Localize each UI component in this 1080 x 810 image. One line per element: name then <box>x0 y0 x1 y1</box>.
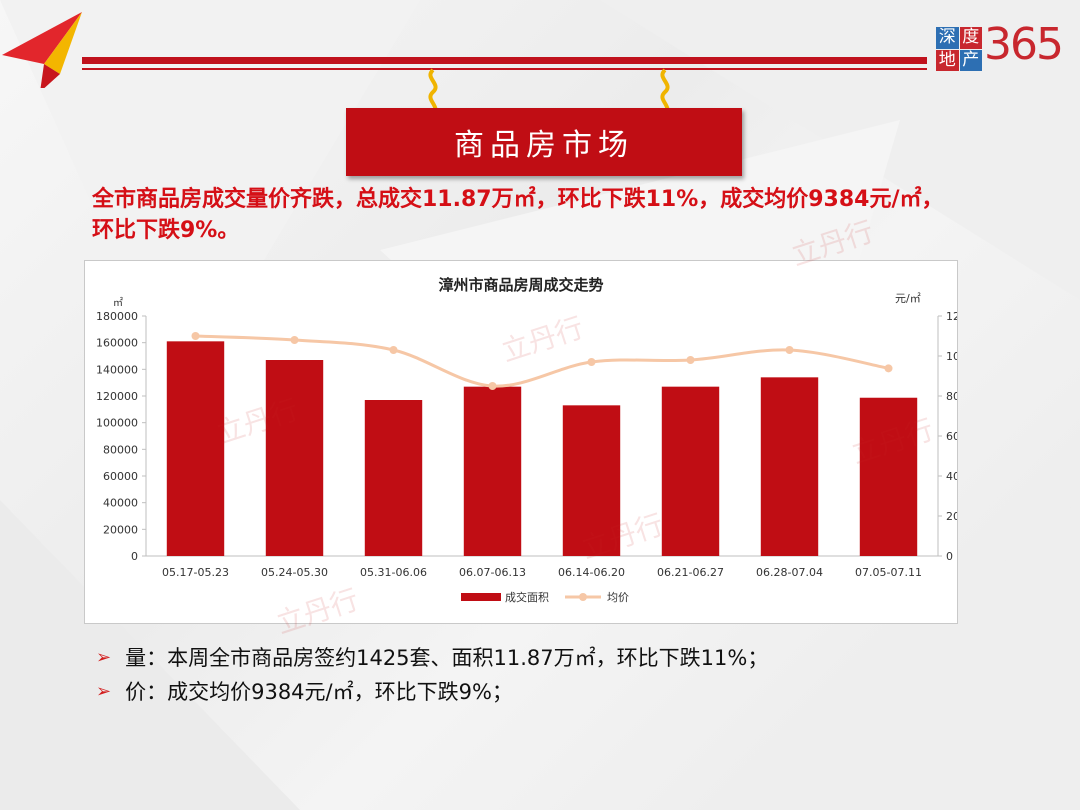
x-tick-label: 05.31-06.06 <box>360 566 427 579</box>
bullet-text: 价：成交均价9384元/㎡，环比下跌9%； <box>125 680 513 704</box>
avg-price-line <box>195 334 889 388</box>
brand-logo: 深 度 地 产 365 <box>936 19 1076 75</box>
headline: 全市商品房成交量价齐跌，总成交11.87万㎡，环比下跌11%，成交均价9384元… <box>92 187 944 243</box>
y-left-tick-label: 20000 <box>103 523 138 536</box>
logo-char: 深 <box>936 27 959 49</box>
bar <box>661 386 720 556</box>
bar <box>562 405 621 556</box>
y-right-unit: 元/㎡ <box>895 292 921 305</box>
paper-plane-icon <box>2 12 82 88</box>
arrow-bullet-icon: ➢ <box>96 646 112 668</box>
logo-char: 地 <box>936 49 959 71</box>
avg-price-point <box>587 358 596 366</box>
y-left-tick-label: 80000 <box>103 443 138 456</box>
y-right-tick-label: 4000 <box>946 470 957 483</box>
section-title: 商品房市场 <box>454 128 634 163</box>
y-left-tick-label: 0 <box>131 550 138 563</box>
bullet-list: ➢ 量：本周全市商品房签约1425套、面积11.87万㎡，环比下跌11%； ➢ … <box>96 640 768 708</box>
avg-price-point <box>290 336 299 344</box>
bar <box>166 341 225 556</box>
arrow-bullet-icon: ➢ <box>96 680 112 702</box>
bar <box>364 400 423 556</box>
bar <box>859 397 918 556</box>
avg-price-point <box>686 356 695 364</box>
x-tick-label: 06.28-07.04 <box>756 566 823 579</box>
y-right-tick-label: 0 <box>946 550 953 563</box>
legend-label: 均价 <box>607 591 629 604</box>
y-left-tick-label: 160000 <box>96 337 138 350</box>
logo-char: 度 <box>959 27 982 49</box>
bar <box>265 360 324 556</box>
avg-price-point <box>488 382 497 390</box>
x-tick-label: 06.07-06.13 <box>459 566 526 579</box>
x-tick-label: 06.14-06.20 <box>558 566 625 579</box>
legend-label: 成交面积 <box>505 590 549 604</box>
avg-price-point <box>884 364 893 373</box>
bullet-volume: ➢ 量：本周全市商品房签约1425套、面积11.87万㎡，环比下跌11%； <box>96 640 768 674</box>
x-tick-label: 05.24-05.30 <box>261 566 328 579</box>
x-tick-label: 05.17-05.23 <box>162 566 229 579</box>
y-right-tick-label: 2000 <box>946 510 957 523</box>
logo-char: 产 <box>959 49 982 71</box>
y-right-tick-label: 12000 <box>946 310 957 323</box>
section-title-banner: 商品房市场 <box>346 108 742 176</box>
y-left-tick-label: 60000 <box>103 470 138 483</box>
header-rule-thin <box>82 68 927 70</box>
y-left-unit: ㎡ <box>113 297 123 309</box>
legend-swatch-point <box>579 593 587 601</box>
bar <box>760 377 819 556</box>
bullet-text: 量：本周全市商品房签约1425套、面积11.87万㎡，环比下跌11%； <box>125 646 769 670</box>
avg-price-point <box>785 346 794 354</box>
x-tick-label: 06.21-06.27 <box>657 566 724 579</box>
y-right-tick-label: 10000 <box>946 350 957 363</box>
y-left-tick-label: 100000 <box>96 417 138 430</box>
y-right-tick-label: 8000 <box>946 390 957 403</box>
avg-price-point <box>389 346 398 354</box>
x-tick-label: 07.05-07.11 <box>855 566 922 579</box>
legend-swatch-bar <box>461 593 501 601</box>
logo-number: 365 <box>984 19 1064 70</box>
avg-price-point <box>191 332 200 340</box>
bullet-price: ➢ 价：成交均价9384元/㎡，环比下跌9%； <box>96 674 768 708</box>
y-left-tick-label: 40000 <box>103 497 138 510</box>
y-left-tick-label: 120000 <box>96 390 138 403</box>
chart-title: 漳州市商品房周成交走势 <box>438 276 603 294</box>
y-left-tick-label: 140000 <box>96 363 138 376</box>
bar <box>463 386 522 556</box>
y-right-tick-label: 6000 <box>946 430 957 443</box>
y-left-tick-label: 180000 <box>96 310 138 323</box>
header-rule <box>82 57 927 64</box>
